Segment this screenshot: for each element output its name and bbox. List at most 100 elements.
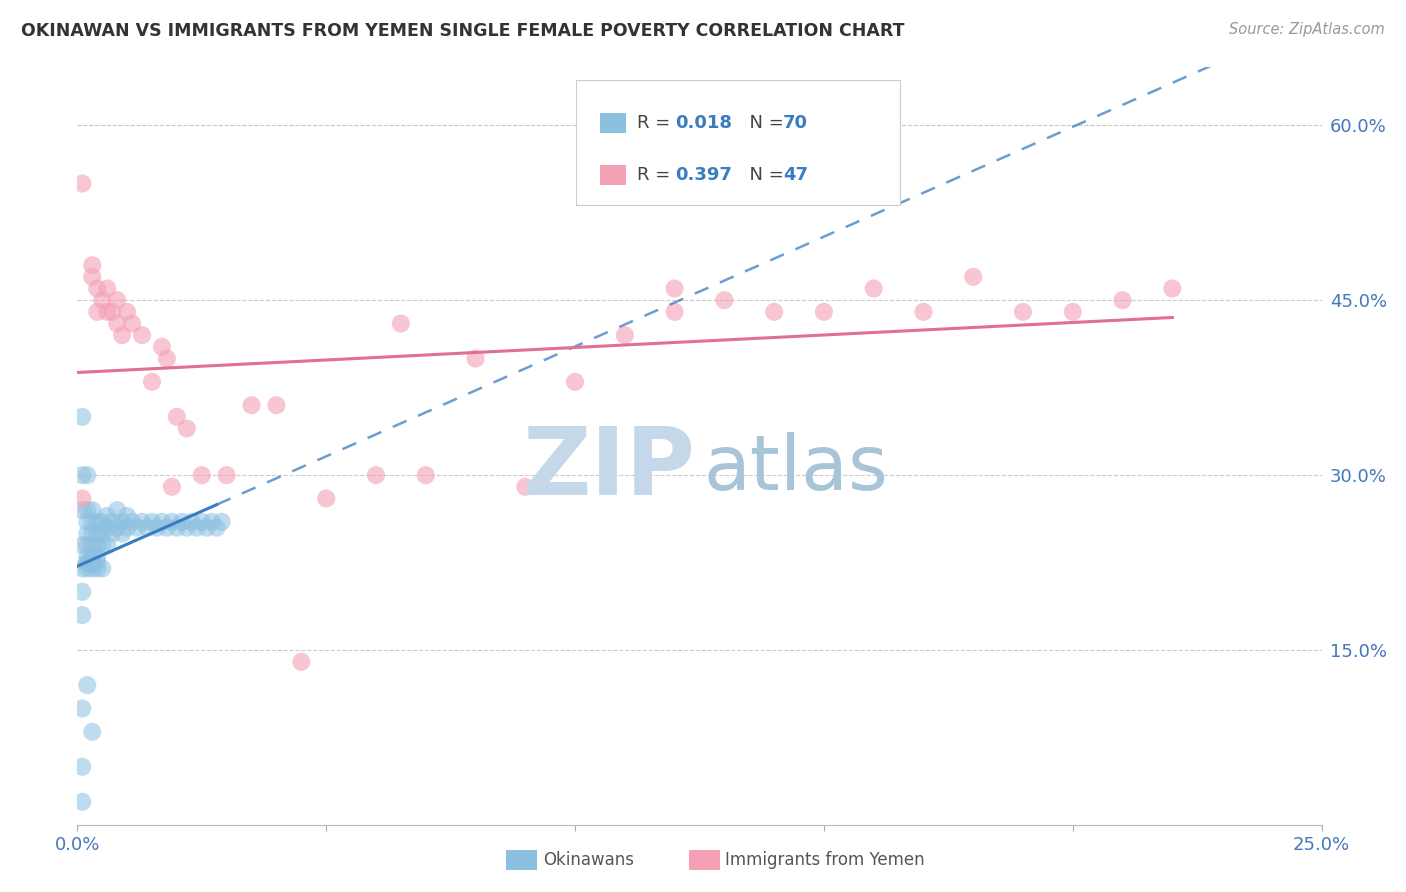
Point [76, 561, 98, 575]
Point [186, 521, 208, 535]
Point [389, 317, 412, 331]
Point [166, 409, 188, 424]
Text: Immigrants from Yemen: Immigrants from Yemen [725, 851, 925, 869]
Point [191, 515, 214, 529]
Point [912, 305, 935, 319]
Point [290, 655, 312, 669]
Point [82, 269, 104, 284]
Point [131, 328, 153, 343]
Point [115, 521, 138, 535]
Point [72, 177, 94, 191]
Point [160, 515, 183, 529]
Point [76, 538, 98, 552]
Point [76, 678, 98, 692]
Point [101, 305, 124, 319]
Point [82, 561, 104, 575]
Point [82, 515, 104, 529]
Point [86, 549, 108, 564]
Point [664, 281, 686, 295]
Point [664, 305, 686, 319]
Point [72, 538, 94, 552]
Point [156, 351, 179, 366]
Point [111, 515, 134, 529]
Point [101, 526, 124, 541]
Point [156, 521, 179, 535]
Point [136, 521, 159, 535]
Point [862, 281, 884, 295]
Point [91, 515, 114, 529]
Point [176, 521, 198, 535]
Point [240, 398, 263, 412]
Point [125, 521, 148, 535]
Point [813, 305, 835, 319]
Point [96, 508, 118, 523]
Point [91, 561, 114, 575]
Point [415, 468, 437, 483]
Point [82, 556, 104, 570]
Point [180, 515, 202, 529]
Point [91, 293, 114, 308]
Point [72, 561, 94, 575]
Point [515, 480, 537, 494]
Point [564, 375, 586, 389]
Point [96, 538, 118, 552]
Point [82, 258, 104, 272]
Point [76, 468, 98, 483]
Point [76, 556, 98, 570]
Text: R =: R = [637, 166, 676, 184]
Point [266, 398, 288, 412]
Point [86, 561, 108, 575]
Point [82, 549, 104, 564]
Point [76, 503, 98, 517]
Point [82, 526, 104, 541]
Point [82, 538, 104, 552]
Point [364, 468, 387, 483]
Point [86, 526, 108, 541]
Text: 47: 47 [783, 166, 808, 184]
Point [150, 515, 173, 529]
Point [201, 515, 224, 529]
Point [72, 795, 94, 809]
Point [72, 503, 94, 517]
Point [166, 521, 188, 535]
Point [105, 503, 128, 517]
Point [1012, 305, 1035, 319]
Point [962, 269, 984, 284]
Point [72, 701, 94, 715]
Point [76, 556, 98, 570]
Point [115, 305, 138, 319]
Text: N =: N = [738, 114, 790, 132]
Point [763, 305, 786, 319]
Point [76, 515, 98, 529]
Point [215, 468, 238, 483]
Point [115, 508, 138, 523]
Point [111, 526, 134, 541]
Point [121, 515, 143, 529]
Point [105, 317, 128, 331]
Point [315, 491, 337, 506]
Point [96, 521, 118, 535]
Text: 70: 70 [783, 114, 808, 132]
Point [91, 538, 114, 552]
Point [96, 305, 118, 319]
Point [205, 521, 228, 535]
Point [211, 515, 233, 529]
Point [86, 515, 108, 529]
Point [72, 584, 94, 599]
Point [1161, 281, 1184, 295]
Point [121, 317, 143, 331]
Text: N =: N = [738, 166, 790, 184]
Point [101, 515, 124, 529]
Point [91, 526, 114, 541]
Point [141, 515, 163, 529]
Point [191, 468, 214, 483]
Point [176, 421, 198, 435]
Text: OKINAWAN VS IMMIGRANTS FROM YEMEN SINGLE FEMALE POVERTY CORRELATION CHART: OKINAWAN VS IMMIGRANTS FROM YEMEN SINGLE… [21, 22, 904, 40]
Point [82, 724, 104, 739]
Point [170, 515, 193, 529]
Point [160, 480, 183, 494]
Point [72, 468, 94, 483]
Point [146, 521, 169, 535]
Point [150, 340, 173, 354]
Text: 0.018: 0.018 [675, 114, 733, 132]
